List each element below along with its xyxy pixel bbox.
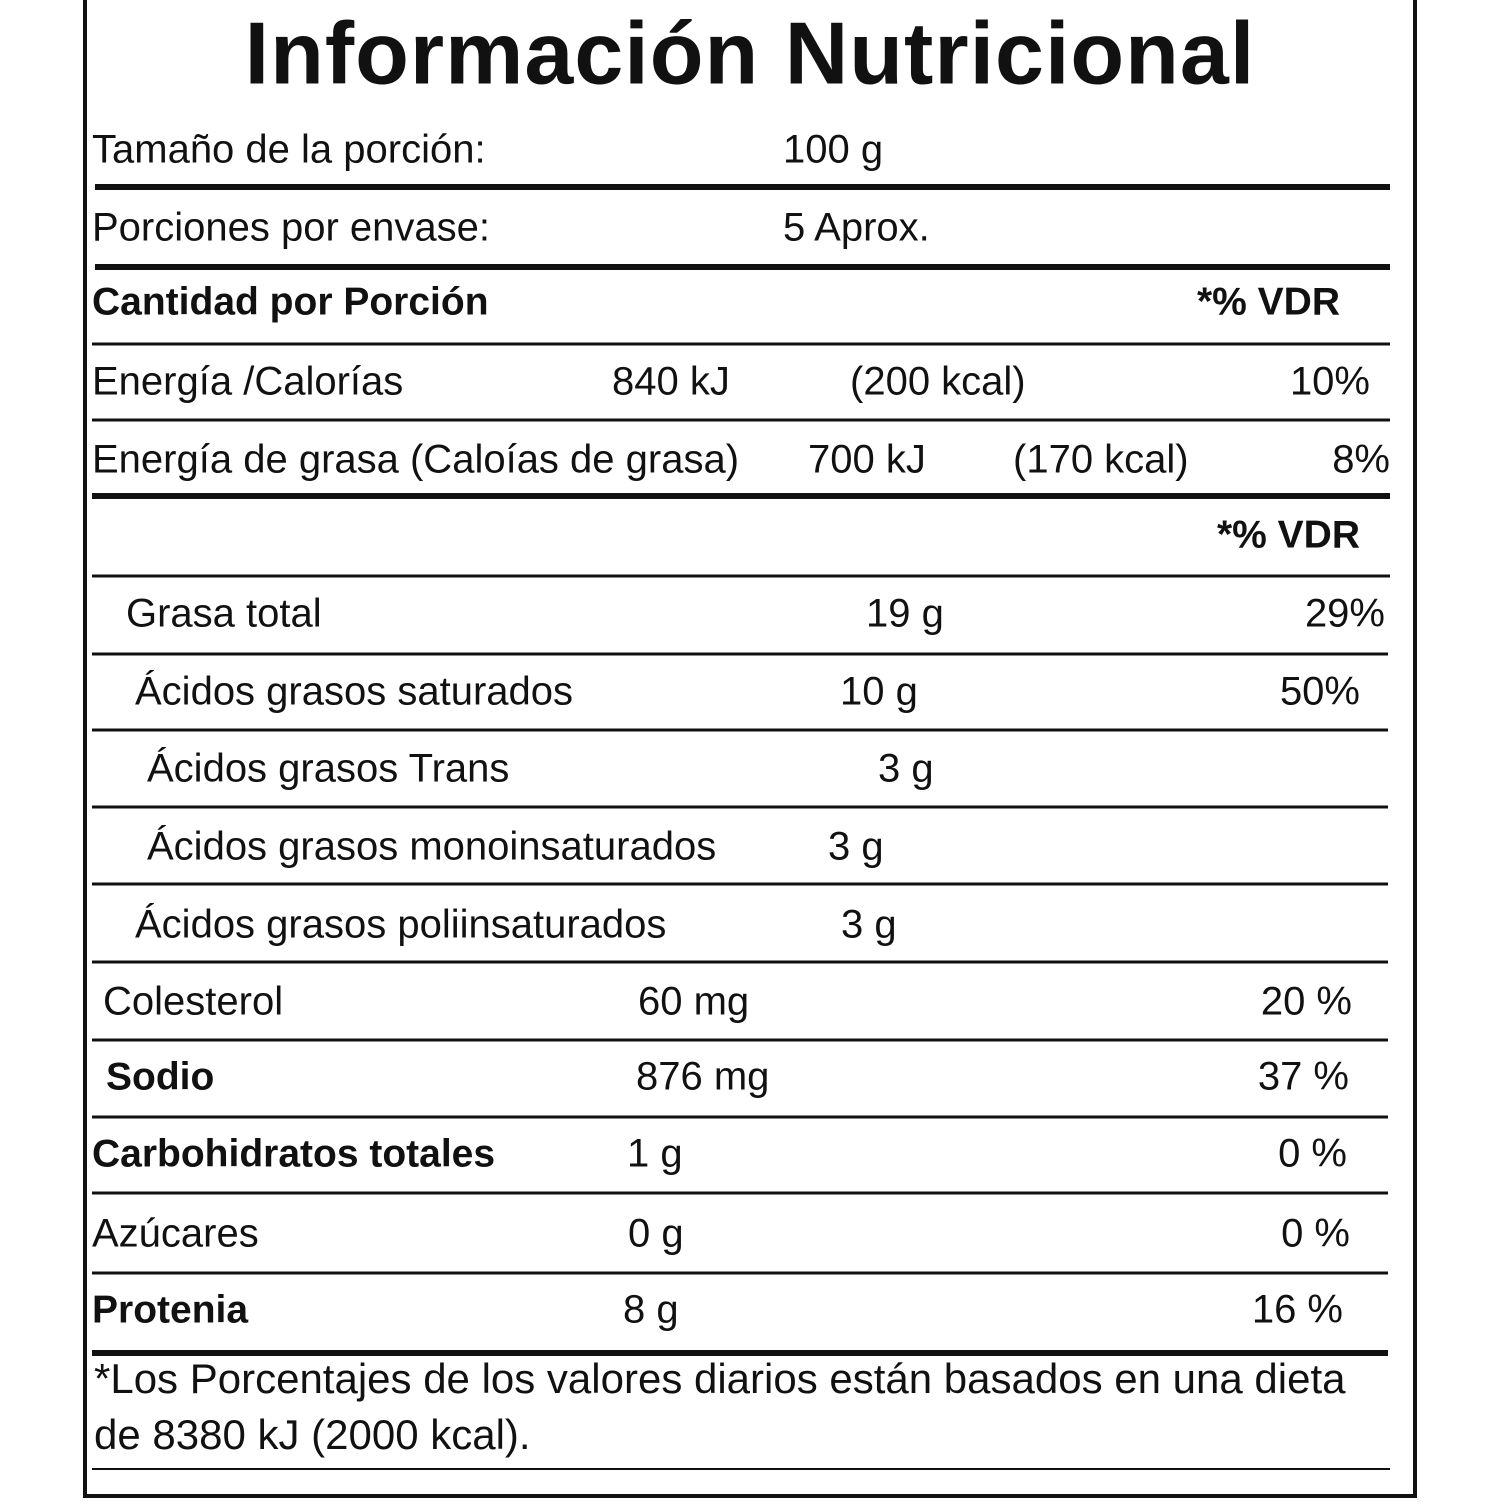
nutrient-vdr: 0 % xyxy=(1281,1212,1350,1256)
nutrient-amount: 3 g xyxy=(878,747,934,791)
nutrient-vdr: 16 % xyxy=(1252,1288,1343,1332)
serving-label: Tamaño de la porción: xyxy=(92,128,486,172)
serving-label: Porciones por envase: xyxy=(92,206,490,250)
energy-cell: Energía /Calorías xyxy=(92,360,403,404)
nutrient-name: Grasa total xyxy=(126,592,322,636)
energy-cell: 10% xyxy=(1290,360,1370,404)
nutrient-name: Carbohidratos totales xyxy=(92,1132,495,1175)
nutrient-name: Ácidos grasos monoinsaturados xyxy=(147,824,716,869)
nutrient-amount: 10 g xyxy=(840,670,918,714)
nutrient-amount: 3 g xyxy=(841,903,897,947)
nutrient-vdr: 37 % xyxy=(1258,1055,1349,1099)
serving-value: 100 g xyxy=(783,128,883,172)
nutrient-amount: 8 g xyxy=(623,1288,679,1332)
header-label: Cantidad por Porción xyxy=(92,280,489,323)
nutrient-name: Colesterol xyxy=(103,980,283,1024)
energy-cell: Energía de grasa (Caloías de grasa) xyxy=(92,438,739,482)
nutrient-name: Protenia xyxy=(92,1288,248,1331)
vdr-header: *% VDR xyxy=(1217,513,1360,556)
energy-cell: 700 kJ xyxy=(808,438,926,482)
energy-cell: (170 kcal) xyxy=(1013,438,1189,482)
energy-cell: 840 kJ xyxy=(612,360,730,404)
footnote: de 8380 kJ (2000 kcal). xyxy=(94,1411,531,1458)
title: Información Nutricional xyxy=(245,3,1256,102)
nutrient-name: Ácidos grasos saturados xyxy=(135,669,573,714)
nutrient-vdr: 0 % xyxy=(1278,1132,1347,1176)
energy-cell: 8% xyxy=(1332,438,1390,482)
nutrient-amount: 3 g xyxy=(828,825,884,869)
nutrient-amount: 1 g xyxy=(627,1132,683,1176)
energy-cell: (200 kcal) xyxy=(850,360,1026,404)
nutrient-amount: 19 g xyxy=(866,592,944,636)
nutrient-name: Azúcares xyxy=(92,1212,259,1256)
nutrient-name: Ácidos grasos Trans xyxy=(147,746,509,791)
nutrient-amount: 0 g xyxy=(628,1212,684,1256)
nutrient-amount: 60 mg xyxy=(638,980,749,1024)
label-border xyxy=(83,0,1417,1498)
nutrient-name: Sodio xyxy=(106,1055,214,1098)
nutrient-name: Ácidos grasos poliinsaturados xyxy=(135,902,666,947)
serving-value: 5 Aprox. xyxy=(783,206,930,250)
header-vdr: *% VDR xyxy=(1197,280,1340,323)
nutrient-vdr: 20 % xyxy=(1261,980,1352,1024)
nutrient-amount: 876 mg xyxy=(636,1055,769,1099)
nutrient-vdr: 50% xyxy=(1280,670,1360,714)
footnote: *Los Porcentajes de los valores diarios … xyxy=(94,1355,1346,1402)
nutrient-vdr: 29% xyxy=(1305,592,1385,636)
